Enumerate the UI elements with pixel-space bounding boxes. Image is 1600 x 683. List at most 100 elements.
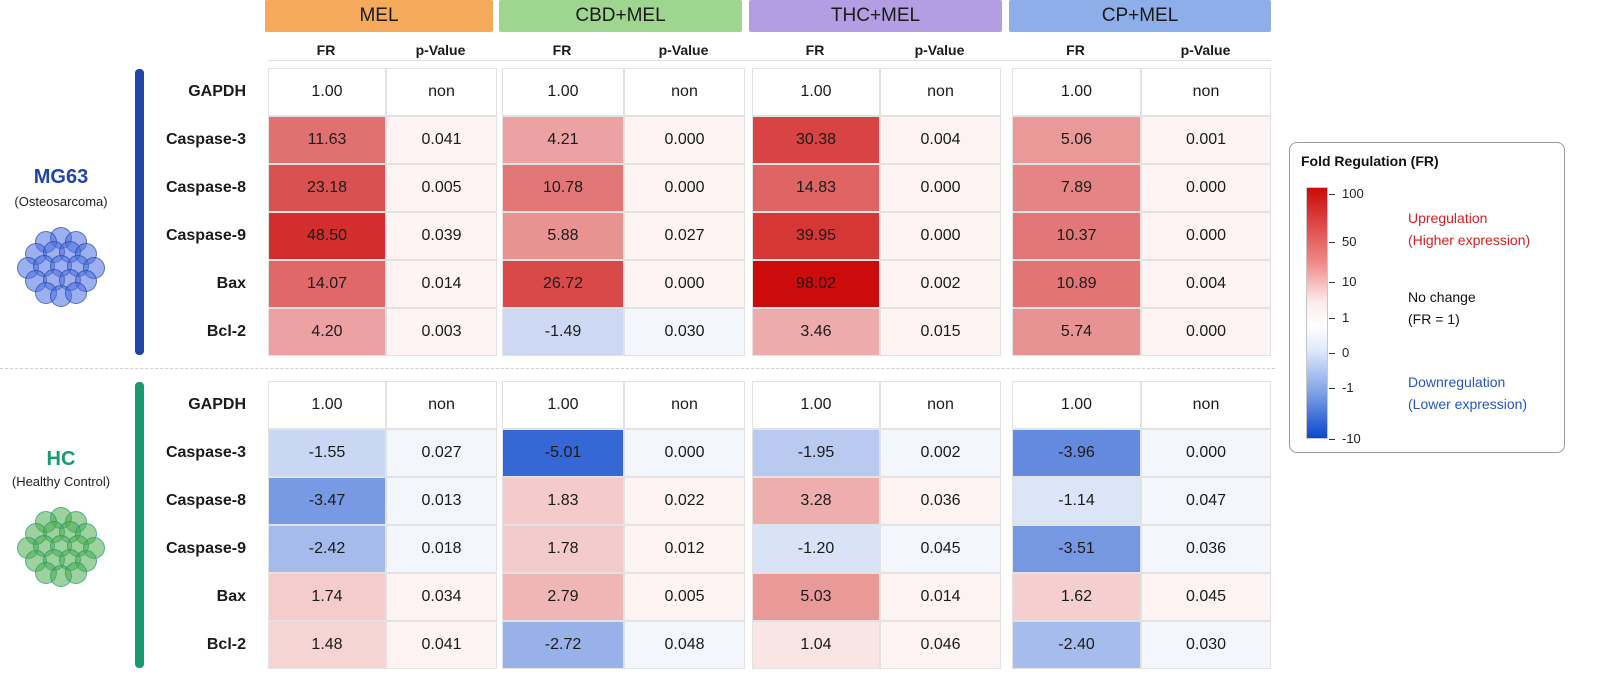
fr-cell: 1.00	[502, 381, 624, 429]
p-value-cell: 0.015	[880, 308, 1001, 356]
fr-cell: 30.38	[752, 116, 880, 164]
p-value-cell: 0.000	[624, 164, 745, 212]
gene-label: Caspase-3	[165, 131, 246, 148]
gene-label: Caspase-9	[165, 540, 246, 557]
fr-cell: 10.89	[1012, 260, 1141, 308]
fr-cell: 10.78	[502, 164, 624, 212]
colorbar-tick-mark	[1329, 282, 1335, 283]
treatment-label: CP+MEL	[1101, 5, 1179, 26]
p-value-cell: 0.000	[1141, 308, 1271, 356]
p-value-cell: non	[1141, 381, 1271, 429]
treatment-label: MEL	[359, 5, 399, 26]
subheader-p-value: p-Value	[415, 42, 466, 58]
fr-cell: 3.46	[752, 308, 880, 356]
group-subtitle-hc: (Healthy Control)	[11, 474, 111, 489]
fr-cell: -1.55	[268, 429, 386, 477]
fr-cell: 5.06	[1012, 116, 1141, 164]
colorbar-tick-label: 100	[1342, 186, 1364, 201]
p-value-cell: 0.000	[624, 116, 745, 164]
group-separator	[0, 368, 1275, 369]
p-value-cell: 0.027	[386, 429, 497, 477]
p-value-cell: 0.003	[386, 308, 497, 356]
group-title-mg63: MG63	[33, 166, 89, 188]
fr-cell: 5.88	[502, 212, 624, 260]
subheader-p-value: p-Value	[658, 42, 709, 58]
p-value-cell: 0.030	[624, 308, 745, 356]
p-value-cell: 0.045	[1141, 573, 1271, 621]
cell-icon-blob	[65, 282, 87, 304]
p-value-cell: 0.000	[624, 429, 745, 477]
p-value-cell: 0.000	[1141, 164, 1271, 212]
p-value-cell: 0.027	[624, 212, 745, 260]
colorbar-tick-label: 10	[1342, 274, 1357, 289]
colorbar-tick-label: 1	[1342, 310, 1350, 325]
treatment-header-thc-mel: THC+MEL	[749, 0, 1002, 32]
group-bracket-mg63	[135, 69, 144, 355]
colorbar-tick-mark	[1329, 242, 1335, 243]
p-value-cell: 0.002	[880, 260, 1001, 308]
gene-label: Caspase-9	[165, 227, 246, 244]
p-value-cell: non	[1141, 68, 1271, 116]
fr-cell: 11.63	[268, 116, 386, 164]
treatment-label: CBD+MEL	[575, 5, 666, 26]
p-value-cell: 0.036	[1141, 525, 1271, 573]
header-rule	[268, 60, 1271, 61]
colorbar	[1306, 187, 1328, 439]
legend-up-line: Upregulation	[1408, 210, 1488, 226]
fr-cell: 4.20	[268, 308, 386, 356]
fr-cell: 1.48	[268, 621, 386, 669]
group-title-hc: HC	[46, 448, 76, 470]
p-value-cell: non	[386, 68, 497, 116]
fr-cell: 5.74	[1012, 308, 1141, 356]
p-value-cell: 0.005	[386, 164, 497, 212]
p-value-cell: non	[386, 381, 497, 429]
subheader-fr: FR	[805, 42, 825, 58]
gene-label: Bax	[216, 588, 246, 605]
p-value-cell: 0.004	[880, 116, 1001, 164]
fr-cell: 48.50	[268, 212, 386, 260]
legend-box: Fold Regulation (FR) 100 50 10 1 0 -1 -10 Upre…	[1289, 142, 1565, 453]
p-value-cell: 0.039	[386, 212, 497, 260]
fr-cell: 1.83	[502, 477, 624, 525]
fr-cell: -5.01	[502, 429, 624, 477]
colorbar-tick-label: -1	[1342, 380, 1354, 395]
fr-cell: 26.72	[502, 260, 624, 308]
p-value-cell: 0.018	[386, 525, 497, 573]
legend-upregulation: Upregulation (Higher expression)	[1408, 207, 1530, 251]
fr-cell: -2.40	[1012, 621, 1141, 669]
p-value-cell: 0.000	[624, 260, 745, 308]
fr-cell: 1.74	[268, 573, 386, 621]
fr-cell: -3.51	[1012, 525, 1141, 573]
subheader-p-value: p-Value	[914, 42, 965, 58]
fr-cell: 2.79	[502, 573, 624, 621]
colorbar-tick-mark	[1329, 318, 1335, 319]
colorbar-tick-mark	[1329, 353, 1335, 354]
p-value-cell: non	[880, 68, 1001, 116]
colorbar-tick-label: 0	[1342, 345, 1350, 360]
p-value-cell: 0.013	[386, 477, 497, 525]
p-value-cell: 0.041	[386, 621, 497, 669]
fr-cell: -3.96	[1012, 429, 1141, 477]
legend-none-line: (FR = 1)	[1408, 311, 1460, 327]
fr-cell: 1.00	[1012, 68, 1141, 116]
legend-none-line: No change	[1408, 289, 1476, 305]
p-value-cell: 0.014	[386, 260, 497, 308]
fr-cell: 98.02	[752, 260, 880, 308]
fr-cell: -2.42	[268, 525, 386, 573]
p-value-cell: 0.000	[1141, 212, 1271, 260]
p-value-cell: 0.046	[880, 621, 1001, 669]
gene-label: Caspase-3	[165, 444, 246, 461]
p-value-cell: 0.048	[624, 621, 745, 669]
fr-cell: 1.00	[1012, 381, 1141, 429]
fr-cell: 14.83	[752, 164, 880, 212]
treatment-header-mel: MEL	[265, 0, 493, 32]
p-value-cell: non	[624, 381, 745, 429]
fr-cell: 10.37	[1012, 212, 1141, 260]
legend-no-change: No change (FR = 1)	[1408, 286, 1476, 330]
p-value-cell: 0.000	[1141, 429, 1271, 477]
subheader-fr: FR	[1066, 42, 1085, 58]
group-subtitle-mg63: (Osteosarcoma)	[14, 194, 108, 209]
fr-cell: 1.62	[1012, 573, 1141, 621]
fr-cell: 1.00	[752, 68, 880, 116]
